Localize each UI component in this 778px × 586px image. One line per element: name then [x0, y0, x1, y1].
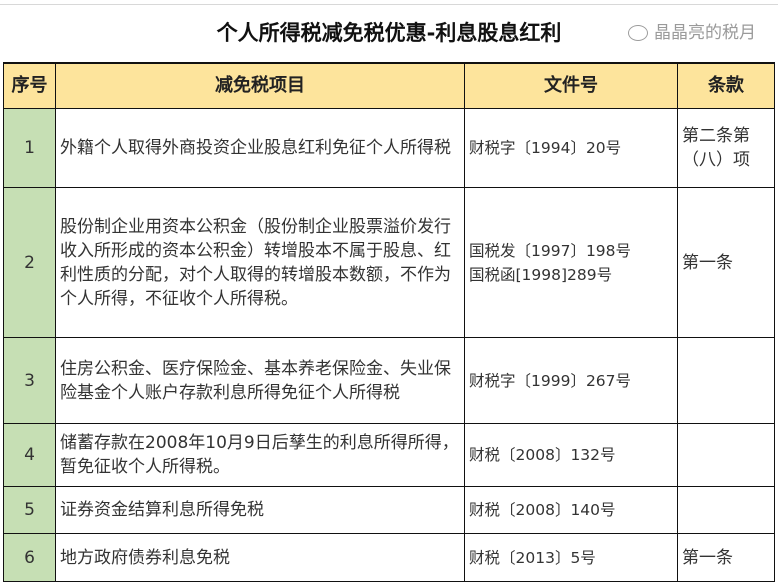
header-seq: 序号 [3, 62, 56, 109]
table-row: 6 地方政府债券利息免税 财税〔2013〕5号 第一条 [3, 533, 775, 582]
doc-cell: 财税〔2008〕140号 [464, 486, 678, 534]
doc-cell: 国税发〔1997〕198号 国税函[1998]289号 [464, 187, 678, 338]
doc-line: 国税发〔1997〕198号 [469, 241, 632, 260]
item-cell: 地方政府债券利息免税 [55, 533, 465, 582]
watermark-text: 晶晶亮的税月 [654, 23, 756, 43]
seq-cell: 4 [3, 423, 56, 487]
clause-cell: 第一条 [677, 187, 775, 338]
table-row: 3 住房公积金、医疗保险金、基本养老保险金、失业保险基金个人账户存款利息所得免征… [3, 337, 775, 424]
doc-cell: 财税字〔1999〕267号 [464, 337, 678, 424]
seq-cell: 3 [3, 337, 56, 424]
tax-table: 个人所得税减免税优惠-利息股息红利 序号 减免税项目 文件号 条款 1 外籍个人… [3, 4, 775, 582]
clause-cell [677, 486, 775, 534]
header-doc: 文件号 [464, 62, 678, 109]
item-cell: 外籍个人取得外商投资企业股息红利免征个人所得税 [55, 108, 465, 188]
doc-cell: 财税〔2008〕132号 [464, 423, 678, 487]
clause-cell: 第一条 [677, 533, 775, 582]
clause-cell [677, 423, 775, 487]
watermark: 晶晶亮的税月 [628, 22, 756, 44]
seq-cell: 1 [3, 108, 56, 188]
seq-cell: 5 [3, 486, 56, 534]
item-cell: 股份制企业用资本公积金（股份制企业股票溢价发行收入所形成的资本公积金）转增股本不… [55, 187, 465, 338]
table-row: 2 股份制企业用资本公积金（股份制企业股票溢价发行收入所形成的资本公积金）转增股… [3, 187, 775, 338]
doc-line: 国税函[1998]289号 [469, 265, 613, 284]
wechat-icon [628, 25, 648, 41]
header-item: 减免税项目 [55, 62, 465, 109]
header-row: 序号 减免税项目 文件号 条款 [3, 62, 775, 109]
seq-cell: 6 [3, 533, 56, 582]
clause-cell: 第二条第（八）项 [677, 108, 775, 188]
doc-cell: 财税字〔1994〕20号 [464, 108, 678, 188]
table-row: 5 证券资金结算利息所得免税 财税〔2008〕140号 [3, 486, 775, 534]
seq-cell: 2 [3, 187, 56, 338]
table-row: 1 外籍个人取得外商投资企业股息红利免征个人所得税 财税字〔1994〕20号 第… [3, 108, 775, 188]
header-clause: 条款 [677, 62, 775, 109]
item-cell: 证券资金结算利息所得免税 [55, 486, 465, 534]
item-cell: 储蓄存款在2008年10月9日后孳生的利息所得所得，暂免征收个人所得税。 [55, 423, 465, 487]
doc-cell: 财税〔2013〕5号 [464, 533, 678, 582]
clause-cell [677, 337, 775, 424]
table-row: 4 储蓄存款在2008年10月9日后孳生的利息所得所得，暂免征收个人所得税。 财… [3, 423, 775, 487]
item-cell: 住房公积金、医疗保险金、基本养老保险金、失业保险基金个人账户存款利息所得免征个人… [55, 337, 465, 424]
